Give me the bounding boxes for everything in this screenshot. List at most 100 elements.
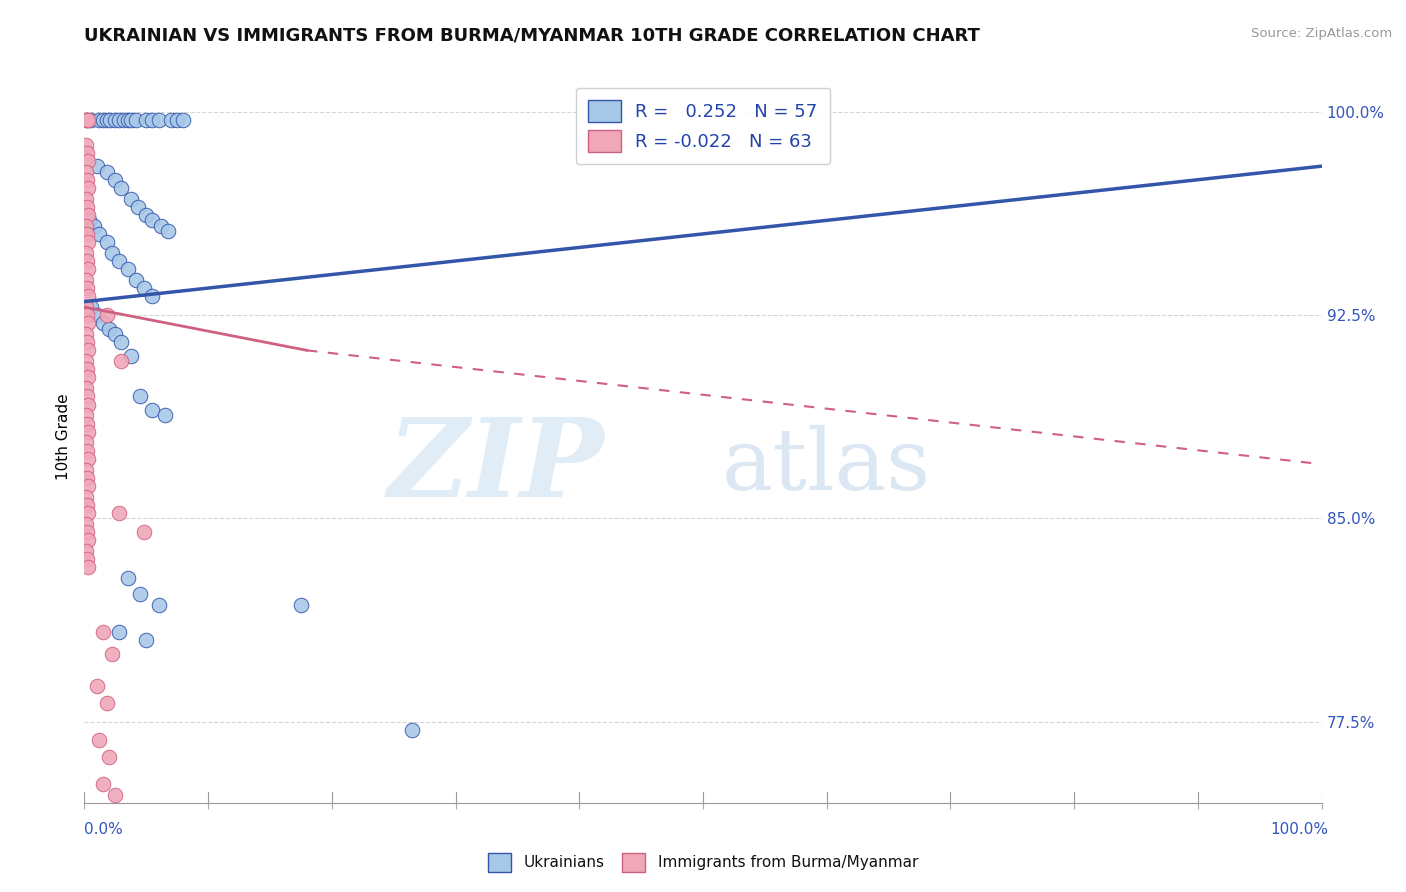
Legend: Ukrainians, Immigrants from Burma/Myanmar: Ukrainians, Immigrants from Burma/Myanma… xyxy=(481,846,925,880)
Point xyxy=(76,417,98,431)
Point xyxy=(148,113,170,128)
Point xyxy=(141,113,163,128)
Point xyxy=(75,544,97,558)
Point xyxy=(104,172,127,186)
Point xyxy=(132,524,155,539)
Point xyxy=(75,516,97,531)
Point xyxy=(76,227,98,241)
Point xyxy=(148,598,170,612)
Text: 0.0%: 0.0% xyxy=(84,822,124,837)
Point xyxy=(108,113,131,128)
Point xyxy=(110,181,132,195)
Point xyxy=(77,181,100,195)
Point xyxy=(75,435,97,450)
Point xyxy=(160,113,183,128)
Point xyxy=(89,113,111,128)
Point xyxy=(76,471,98,485)
Point xyxy=(77,113,100,128)
Point xyxy=(76,552,98,566)
Text: Source: ZipAtlas.com: Source: ZipAtlas.com xyxy=(1251,27,1392,40)
Point xyxy=(141,289,163,303)
Point xyxy=(83,219,105,233)
Point xyxy=(104,788,127,802)
Text: ZIP: ZIP xyxy=(388,413,605,520)
Point xyxy=(75,354,97,368)
Point xyxy=(135,113,157,128)
Point xyxy=(141,403,163,417)
Point xyxy=(120,192,142,206)
Point xyxy=(96,235,118,249)
Text: 100.0%: 100.0% xyxy=(1271,822,1329,837)
Point xyxy=(91,316,114,330)
Point xyxy=(120,113,142,128)
Point xyxy=(135,208,157,222)
Point xyxy=(75,300,97,314)
Point xyxy=(77,235,100,249)
Point xyxy=(141,213,163,227)
Point xyxy=(75,490,97,504)
Point xyxy=(89,733,111,747)
Point xyxy=(76,113,98,128)
Point xyxy=(166,113,188,128)
Point xyxy=(75,273,97,287)
Point xyxy=(125,113,148,128)
Text: UKRAINIAN VS IMMIGRANTS FROM BURMA/MYANMAR 10TH GRADE CORRELATION CHART: UKRAINIAN VS IMMIGRANTS FROM BURMA/MYANM… xyxy=(84,27,980,45)
Point xyxy=(117,113,139,128)
Point xyxy=(76,524,98,539)
Point xyxy=(104,327,127,342)
Point xyxy=(108,254,131,268)
Point xyxy=(77,316,100,330)
Point xyxy=(75,462,97,476)
Point xyxy=(108,506,131,520)
Point xyxy=(76,281,98,295)
Point xyxy=(76,113,98,128)
Point xyxy=(150,219,173,233)
Point xyxy=(129,389,152,403)
Point xyxy=(127,200,149,214)
Point xyxy=(76,145,98,160)
Point xyxy=(91,625,114,640)
Point xyxy=(132,281,155,295)
Point xyxy=(153,409,176,423)
Point xyxy=(75,327,97,342)
Point xyxy=(91,777,114,791)
Point xyxy=(75,113,97,128)
Point xyxy=(75,381,97,395)
Point xyxy=(86,679,108,693)
Point xyxy=(75,245,97,260)
Point xyxy=(98,113,121,128)
Point xyxy=(86,159,108,173)
Point xyxy=(77,533,100,547)
Point xyxy=(157,224,180,238)
Point xyxy=(77,153,100,168)
Point xyxy=(86,308,108,322)
Point xyxy=(108,625,131,640)
Point xyxy=(76,389,98,403)
Point xyxy=(401,723,423,737)
Point xyxy=(290,598,312,612)
Point xyxy=(112,113,135,128)
Point xyxy=(77,560,100,574)
Point xyxy=(91,113,114,128)
Point xyxy=(76,362,98,376)
Point xyxy=(100,245,122,260)
Point xyxy=(75,137,97,152)
Point xyxy=(76,498,98,512)
Point xyxy=(117,262,139,277)
Point xyxy=(125,273,148,287)
Point xyxy=(120,349,142,363)
Point xyxy=(135,633,157,648)
Point xyxy=(76,335,98,350)
Point xyxy=(76,308,98,322)
Point xyxy=(96,164,118,178)
Point xyxy=(77,370,100,384)
Point xyxy=(96,814,118,829)
Point xyxy=(77,262,100,277)
Point xyxy=(89,227,111,241)
Point xyxy=(77,289,100,303)
Point xyxy=(77,425,100,439)
Point xyxy=(104,113,127,128)
Point xyxy=(117,571,139,585)
Point xyxy=(96,113,118,128)
Point xyxy=(110,354,132,368)
